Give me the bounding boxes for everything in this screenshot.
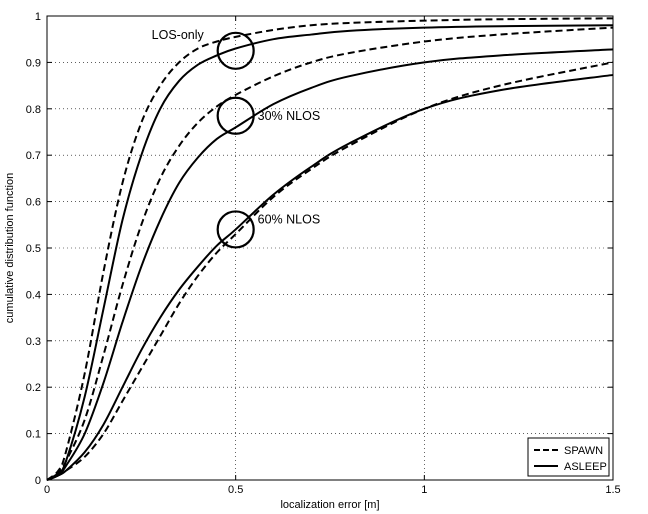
plot-frame: [46, 15, 614, 481]
annotation-label-60-nlos: 60% NLOS: [258, 212, 321, 226]
legend-box: [527, 437, 610, 477]
annotation-circle-los-only: [216, 31, 255, 70]
legend: SPAWN ASLEEP: [527, 437, 610, 477]
annotation-circle-60-nlos: [216, 210, 255, 249]
y-tick-label: 0.4: [26, 289, 41, 301]
y-tick-label: 0.6: [26, 197, 41, 209]
y-tick-label: 0.7: [26, 150, 41, 162]
y-tick-label: 0.8: [26, 104, 41, 116]
annotation-circle-30-nlos: [216, 96, 255, 135]
x-tick-label: 0: [44, 484, 50, 496]
annotation-label-los-only: LOS-only: [152, 28, 205, 42]
y-tick-label: 0.3: [26, 336, 41, 348]
series-lines: [46, 17, 614, 481]
series-line-30-nlos-solid: [46, 48, 614, 481]
series-line-los-only-solid: [46, 24, 614, 481]
annotations: LOS-only 30% NLOS 60% NLOS: [152, 28, 321, 249]
y-tick-label: 0.1: [26, 429, 41, 441]
x-tick-label: 1.5: [605, 484, 620, 496]
y-tick-label: 0.9: [26, 57, 41, 69]
series-line-los-only-dashed: [46, 17, 614, 481]
series-line-30-nlos-dashed: [46, 26, 614, 481]
x-tick-label: 1: [421, 484, 427, 496]
legend-label-spawn: SPAWN: [564, 445, 603, 457]
y-axis-label: cumulative distribution function: [4, 173, 16, 323]
legend-label-asleep: ASLEEP: [564, 461, 607, 473]
x-axis-label: localization error [m]: [280, 499, 379, 511]
y-tick-label: 0.5: [26, 243, 41, 255]
series-line-60-nlos-dashed: [46, 61, 614, 481]
series-line-60-nlos-solid: [46, 73, 614, 481]
y-tick-label: 0.2: [26, 382, 41, 394]
y-tick-label: 1: [35, 11, 41, 23]
axis-ticks: 0 0.5 1 1.5 0 0.1 0.2 0.3 0.4 0.5 0.6 0.7 0.8 0.9 1: [26, 11, 621, 496]
y-tick-label: 0: [35, 475, 41, 487]
x-tick-label: 0.5: [228, 484, 243, 496]
annotation-label-30-nlos: 30% NLOS: [258, 109, 321, 123]
